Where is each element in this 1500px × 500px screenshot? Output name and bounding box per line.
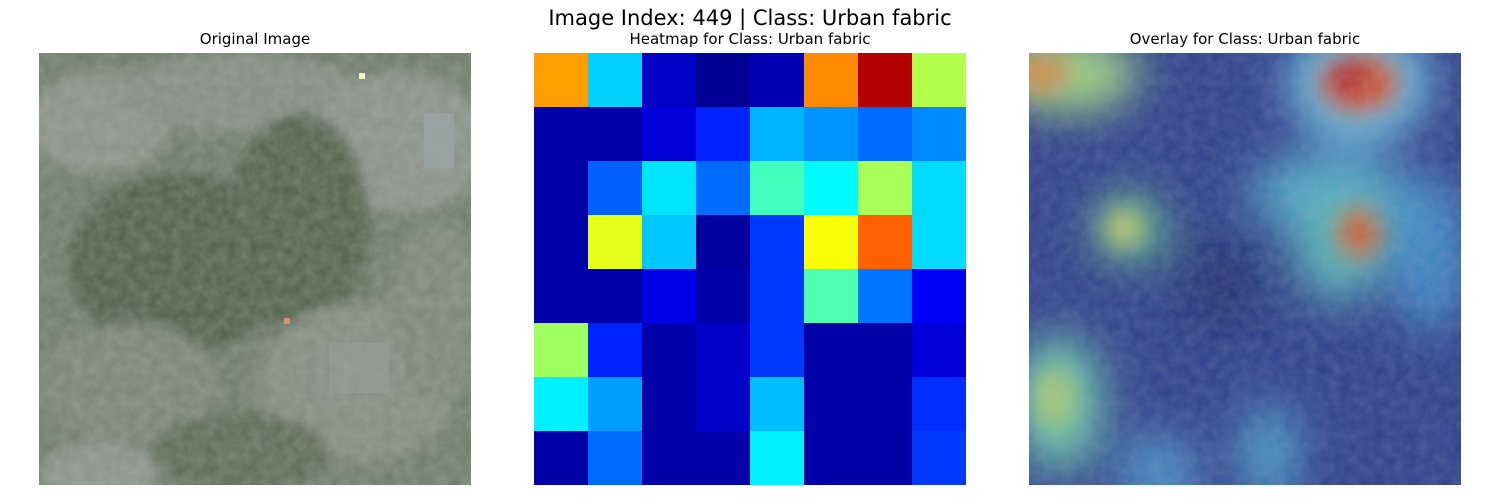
heatmap-cell [642,53,696,107]
heatmap-cell [642,107,696,161]
heatmap-cell [534,53,588,107]
heatmap-cell [750,269,804,323]
heatmap-cell [804,323,858,377]
heatmap-cell [804,161,858,215]
heatmap-cell [534,431,588,485]
heatmap-cell [588,431,642,485]
heatmap [534,53,966,485]
heatmap-cell [588,161,642,215]
heatmap-cell [804,269,858,323]
heatmap-cell [534,377,588,431]
heatmap-cell [858,161,912,215]
heatmap-cell [750,161,804,215]
heatmap-cell [750,323,804,377]
heatmap-cell [912,53,966,107]
heatmap-grid [534,53,966,485]
heatmap-cell [750,107,804,161]
heatmap-cell [912,323,966,377]
heatmap-cell [642,161,696,215]
original-image [39,53,471,485]
heatmap-cell [696,215,750,269]
heatmap-cell [912,377,966,431]
heatmap-cell [534,107,588,161]
heatmap-cell [858,269,912,323]
original-image-title: Original Image [199,30,311,48]
heatmap-cell [588,53,642,107]
satellite-image [39,53,471,485]
heatmap-cell [750,53,804,107]
heatmap-cell [642,431,696,485]
figure-suptitle: Image Index: 449 | Class: Urban fabric [548,6,952,30]
heatmap-cell [858,107,912,161]
heatmap-cell [858,53,912,107]
heatmap-cell [858,431,912,485]
heatmap-cell [696,431,750,485]
heatmap-cell [534,161,588,215]
heatmap-cell [588,377,642,431]
heatmap-cell [588,107,642,161]
heatmap-cell [858,215,912,269]
heatmap-cell [588,215,642,269]
heatmap-cell [696,107,750,161]
heatmap-cell [858,323,912,377]
heatmap-cell [804,215,858,269]
heatmap-cell [588,269,642,323]
heatmap-cell [750,431,804,485]
heatmap-cell [534,269,588,323]
overlay-svg [1029,53,1461,485]
heatmap-cell [642,215,696,269]
heatmap-cell [858,377,912,431]
heatmap-cell [534,323,588,377]
heatmap-cell [696,161,750,215]
heatmap-cell [642,377,696,431]
heatmap-cell [804,53,858,107]
heatmap-cell [912,161,966,215]
heatmap-cell [912,107,966,161]
heatmap-cell [750,377,804,431]
overlay-title: Overlay for Class: Urban fabric [1129,30,1361,48]
heatmap-cell [642,269,696,323]
heatmap-cell [588,323,642,377]
heatmap-cell [642,323,696,377]
heatmap-cell [534,215,588,269]
heatmap-cell [912,269,966,323]
heatmap-cell [750,215,804,269]
heatmap-cell [696,323,750,377]
heatmap-cell [804,431,858,485]
heatmap-title: Heatmap for Class: Urban fabric [629,30,871,48]
heatmap-cell [696,377,750,431]
heatmap-cell [912,215,966,269]
heatmap-cell [696,269,750,323]
heatmap-cell [912,431,966,485]
heatmap-cell [804,377,858,431]
heatmap-cell [804,107,858,161]
overlay-image [1029,53,1461,485]
heatmap-cell [696,53,750,107]
